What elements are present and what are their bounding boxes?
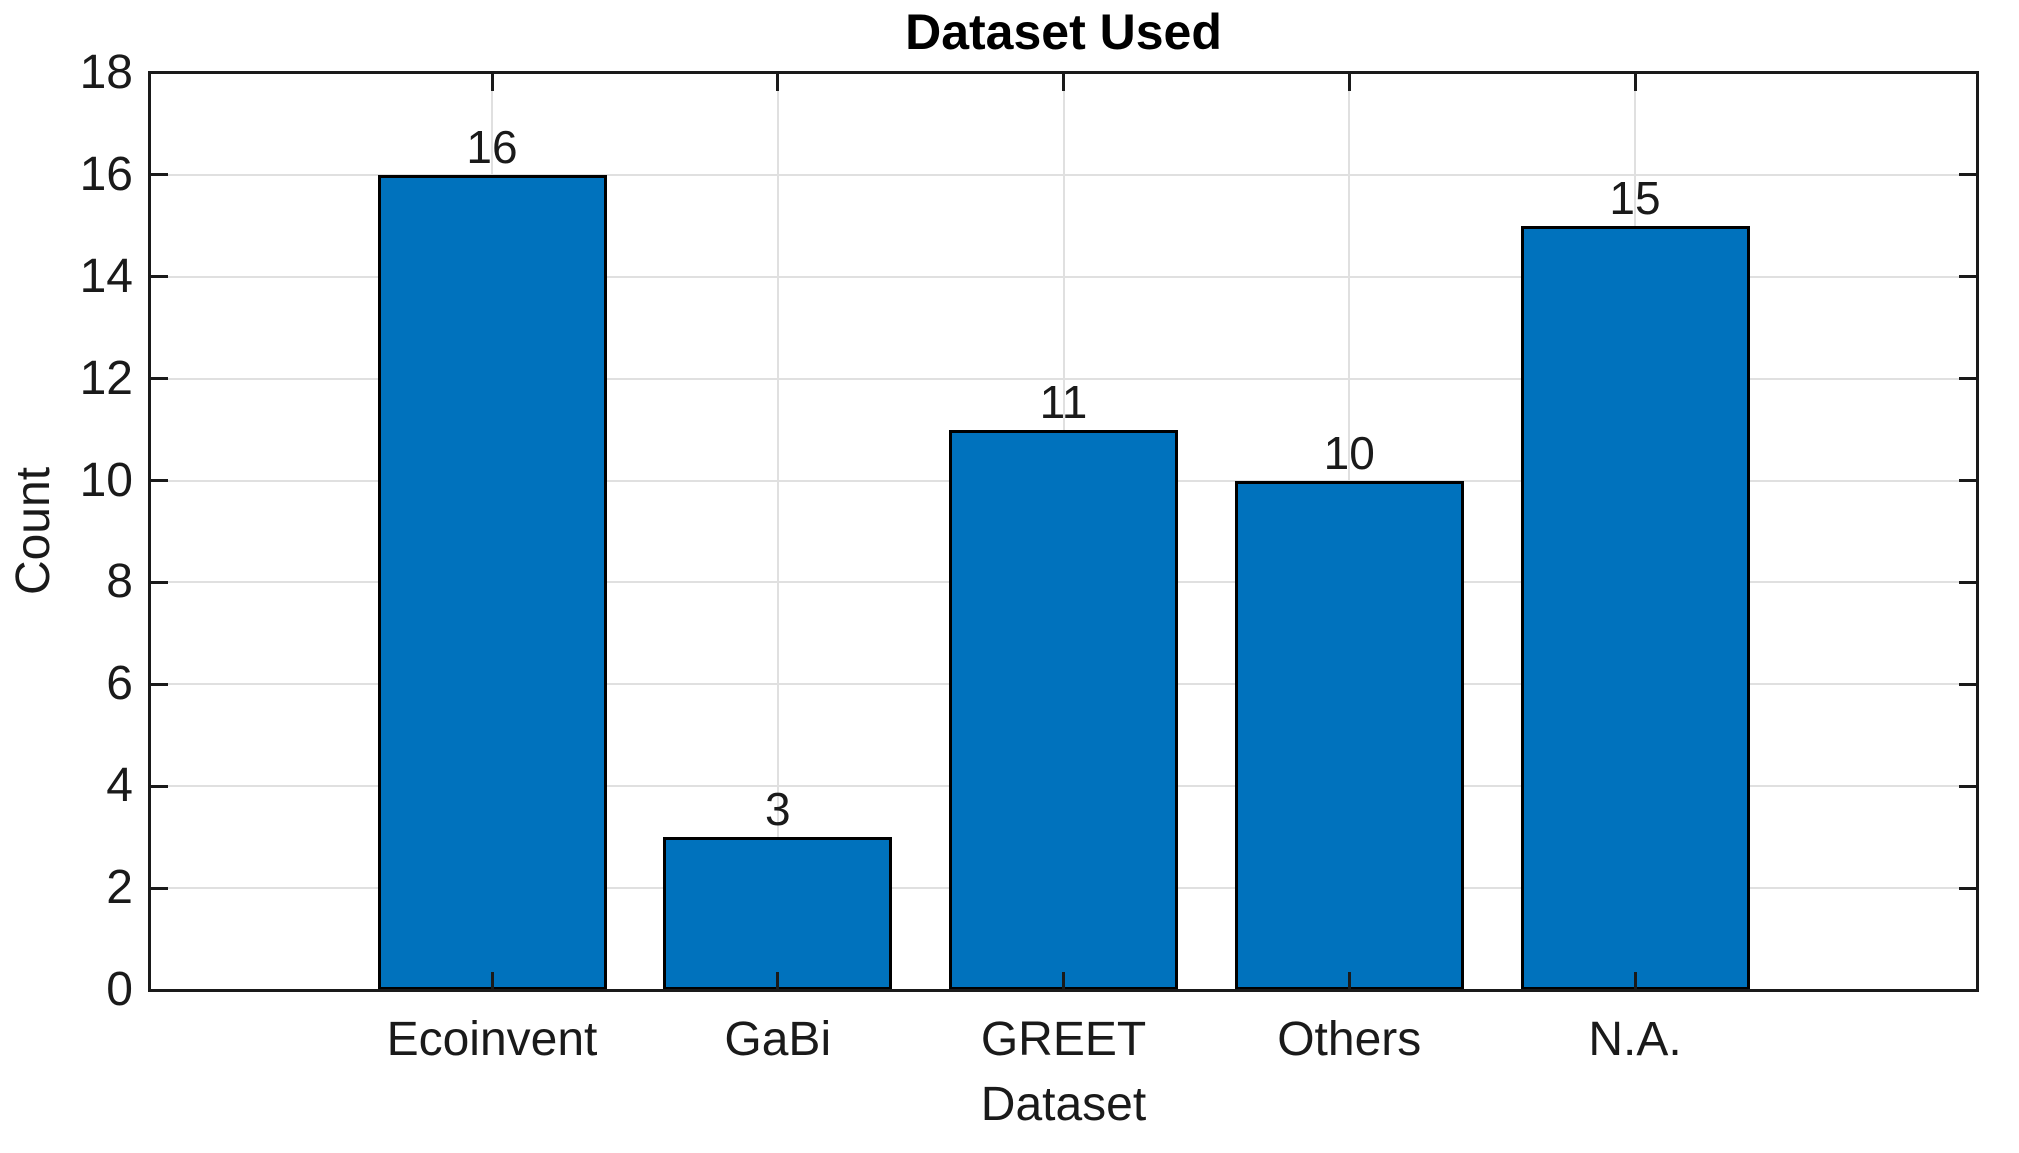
bar-others <box>1234 480 1464 990</box>
x-tick-bottom-n-a <box>1633 972 1637 990</box>
x-tick-label-n-a: N.A. <box>1588 1013 1682 1066</box>
bar-value-label-greet: 11 <box>1039 375 1088 428</box>
x-tick-top-gabi <box>776 73 780 91</box>
y-tick-label-2: 2 <box>106 861 133 915</box>
x-tick-bottom-others <box>1347 972 1351 990</box>
x-axis-label: Dataset <box>980 1078 1147 1131</box>
x-tick-bottom-ecoinvent <box>490 972 494 990</box>
y-tick-left-4 <box>150 784 168 788</box>
y-tick-label-6: 6 <box>106 657 133 711</box>
bar-greet <box>949 429 1178 990</box>
y-tick-right-16 <box>1959 173 1977 177</box>
y-tick-right-8 <box>1959 580 1977 584</box>
y-tick-label-18: 18 <box>79 46 133 99</box>
y-tick-left-8 <box>150 580 168 584</box>
x-tick-top-n-a <box>1633 73 1637 91</box>
x-tick-label-greet: GREET <box>980 1013 1147 1066</box>
y-tick-label-10: 10 <box>79 453 133 507</box>
x-tick-top-greet <box>1062 73 1065 91</box>
y-tick-label-4: 4 <box>106 759 133 813</box>
y-tick-label-12: 12 <box>79 351 133 405</box>
x-tick-label-ecoinvent: Ecoinvent <box>386 1013 598 1066</box>
bar-value-label-gabi: 3 <box>764 783 791 836</box>
y-tick-right-2 <box>1959 886 1977 890</box>
y-tick-left-6 <box>150 682 168 686</box>
y-tick-right-6 <box>1959 682 1977 686</box>
y-tick-left-10 <box>150 479 168 483</box>
x-tick-bottom-gabi <box>776 972 780 990</box>
y-tick-left-16 <box>150 173 168 177</box>
bar-n-a <box>1520 225 1750 990</box>
x-gridline-gabi <box>776 73 779 990</box>
bar-value-label-ecoinvent: 16 <box>466 120 518 173</box>
y-tick-left-14 <box>150 275 168 279</box>
y-tick-left-2 <box>150 886 168 890</box>
y-tick-left-12 <box>150 377 168 381</box>
y-tick-label-14: 14 <box>79 249 133 303</box>
chart-title: Dataset Used <box>905 4 1222 60</box>
x-tick-bottom-greet <box>1062 972 1065 990</box>
bar-value-label-others: 10 <box>1323 426 1375 479</box>
y-tick-right-14 <box>1959 275 1977 279</box>
y-tick-right-4 <box>1959 784 1977 788</box>
bar-ecoinvent <box>377 174 607 990</box>
bar-gabi <box>663 837 893 990</box>
bar-value-label-n-a: 15 <box>1609 171 1661 224</box>
x-tick-label-gabi: GaBi <box>724 1013 832 1066</box>
x-tick-top-others <box>1347 73 1351 91</box>
y-tick-label-8: 8 <box>106 555 133 609</box>
y-tick-right-10 <box>1959 479 1977 483</box>
x-tick-label-others: Others <box>1277 1013 1422 1066</box>
y-tick-label-0: 0 <box>106 963 133 1016</box>
x-tick-top-ecoinvent <box>490 73 494 91</box>
y-tick-right-12 <box>1959 377 1977 381</box>
y-tick-label-16: 16 <box>79 147 133 201</box>
